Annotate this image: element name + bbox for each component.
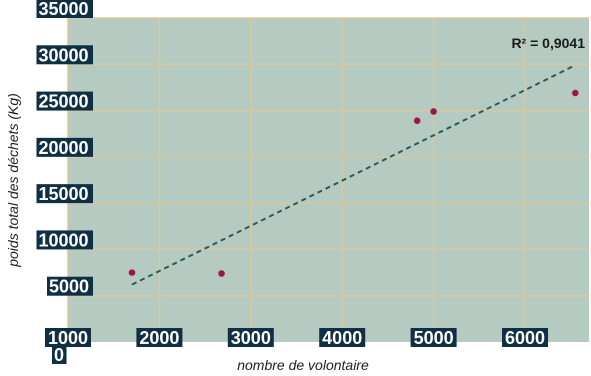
y-tick-label: 10000	[39, 230, 89, 250]
y-tick-label: 0	[54, 345, 64, 365]
y-tick-label: 30000	[39, 45, 89, 65]
x-tick-box	[45, 328, 91, 347]
gridlines	[67, 17, 589, 342]
y-tick-box	[36, 137, 93, 157]
data-points	[128, 89, 580, 278]
y-tick-box	[36, 0, 93, 18]
data-point	[217, 269, 226, 278]
y-tick-box	[47, 276, 93, 296]
r-squared-annotation: R² = 0,9041	[511, 35, 585, 51]
y-tick-box	[36, 45, 93, 65]
x-tick-box	[502, 328, 549, 347]
x-tick-label: 2000	[139, 328, 179, 348]
y-axis-title: poids total des déchets (Kg)	[5, 93, 21, 268]
x-tick-box	[136, 328, 183, 347]
x-axis-ticks: 1000 2000 3000 4000 5000 6000	[45, 328, 549, 348]
x-tick-label: 3000	[231, 328, 271, 348]
x-tick-label: 5000	[414, 328, 454, 348]
y-tick-label: 25000	[39, 92, 89, 112]
y-axis-ticks: 0 5000 10000 15000 20000 25000 30000 35000	[36, 0, 93, 365]
x-tick-label: 6000	[505, 328, 545, 348]
y-tick-label: 5000	[49, 277, 89, 297]
x-tick-box	[227, 328, 274, 347]
data-point	[128, 268, 136, 277]
y-tick-box	[36, 230, 93, 250]
data-point	[413, 116, 421, 125]
y-tick-box	[36, 184, 93, 204]
y-tick-label: 20000	[39, 138, 89, 158]
x-tick-label: 4000	[322, 328, 362, 348]
data-point	[571, 89, 580, 97]
y-tick-label: 15000	[39, 184, 89, 204]
plot-area	[68, 18, 589, 342]
trendline	[131, 64, 576, 286]
x-tick-label: 1000	[48, 328, 88, 348]
x-axis-title: nombre de volontaire	[237, 357, 369, 373]
y-tick-box	[52, 345, 67, 364]
data-point	[429, 107, 438, 116]
y-tick-label: 35000	[39, 0, 89, 19]
y-tick-box	[36, 91, 93, 111]
x-tick-box	[410, 328, 457, 347]
x-tick-box	[319, 328, 366, 347]
